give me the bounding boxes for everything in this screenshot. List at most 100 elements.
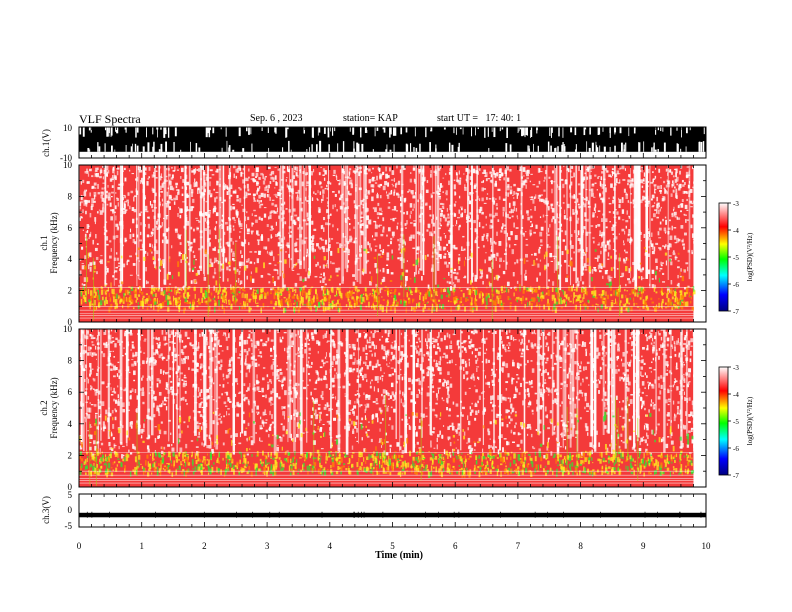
spectrogram-cell	[593, 196, 596, 198]
ch1-waveform-gap	[212, 127, 215, 134]
spectrogram-cell	[308, 352, 311, 355]
spectrogram-cell	[622, 372, 626, 375]
spectrogram-cell	[553, 303, 556, 310]
spectrogram-cell	[348, 239, 352, 243]
spectrogram-cell	[692, 286, 695, 289]
spectrogram-cell	[279, 372, 283, 375]
spectrogram-cell	[513, 197, 515, 199]
spectrogram-cell	[377, 388, 380, 393]
spectrogram-cell	[253, 196, 255, 200]
spectrogram-cell	[550, 260, 553, 262]
spectrogram-cell	[79, 259, 82, 261]
spectrogram-cell	[145, 267, 147, 272]
spectrogram-cell	[89, 434, 93, 440]
spectrogram-cell	[484, 175, 487, 177]
spectrogram-cell	[464, 208, 467, 213]
spectrogram-cell	[333, 169, 336, 174]
spectrogram-cell	[508, 202, 511, 208]
spectrogram-cell	[393, 177, 395, 182]
spectrogram-cell	[239, 263, 242, 266]
spectrogram-cell	[260, 217, 263, 221]
spectrogram-cell	[295, 262, 298, 265]
spectrogram-cell	[387, 175, 390, 179]
spectrogram-cell	[677, 205, 680, 208]
spectrogram-cell	[460, 249, 464, 251]
ch1-waveform-gap	[457, 146, 460, 152]
spectrogram-cell	[385, 306, 388, 313]
spectrogram-cell	[394, 297, 397, 301]
spectrogram-cell	[141, 435, 143, 438]
spectrogram-cell	[452, 448, 454, 454]
spectrogram-cell	[278, 237, 280, 240]
spectrogram-cell	[436, 437, 438, 443]
spectrogram-cell	[188, 294, 191, 297]
spectrogram-cell	[355, 286, 357, 292]
spectrogram-cell	[600, 231, 603, 237]
spectrogram-cell	[608, 283, 611, 288]
spectrogram-cell	[654, 202, 656, 205]
spectrogram-cell	[461, 207, 463, 211]
spectrogram-cell	[173, 295, 175, 302]
spectrogram-cell	[656, 185, 660, 190]
spectrogram-cell	[386, 257, 390, 261]
spectrogram-cell	[110, 248, 112, 252]
spectrogram-cell	[100, 289, 104, 295]
spectrogram-cell	[197, 269, 200, 275]
spectrogram-cell	[439, 246, 442, 251]
spectrogram-cell	[676, 237, 679, 243]
spectrogram-cell	[158, 354, 161, 359]
spectrogram-cell	[269, 196, 271, 201]
spectrogram-cell	[681, 304, 684, 310]
spectrogram-cell	[286, 242, 290, 247]
spectrogram-cell	[198, 298, 200, 302]
ch1-waveform-gap	[526, 127, 529, 136]
spectrogram-cell	[608, 174, 612, 178]
ch1-waveform-gap	[366, 127, 368, 133]
spectrogram-cell	[277, 444, 279, 446]
spectrogram-cell	[263, 207, 267, 209]
spectrogram-cell	[442, 207, 445, 209]
spectrogram-cell	[355, 301, 358, 306]
spectrogram-cell	[81, 246, 84, 250]
spectrogram-cell	[255, 167, 259, 172]
ch1-waveform-gap	[519, 127, 522, 130]
spectrogram-cell	[587, 299, 590, 303]
spectrogram-cell	[563, 165, 565, 168]
spectrogram-cell	[365, 215, 369, 221]
spectrogram-cell	[635, 302, 638, 305]
spectrogram-cell	[200, 363, 203, 369]
spectrogram-cell	[453, 268, 456, 271]
spectrogram-cell	[494, 198, 497, 200]
spectrogram-cell	[485, 197, 488, 200]
spectrogram-cell	[593, 295, 597, 298]
spectrogram-cell	[556, 292, 558, 295]
spectrogram-cell	[474, 403, 478, 408]
spectrogram-cell	[555, 301, 558, 305]
spectrogram-cell	[419, 294, 421, 300]
spectrogram-cell	[474, 274, 478, 278]
spectrogram-cell	[332, 299, 335, 301]
spectrogram-cell	[226, 266, 229, 271]
spectrogram-cell	[286, 184, 289, 188]
spectrogram-cell	[678, 185, 681, 190]
spectrogram-cell	[230, 289, 232, 295]
spectrogram-cell	[516, 280, 519, 284]
spectrogram-cell	[391, 209, 395, 211]
spectrogram-cell	[682, 385, 685, 388]
spectrogram-cell	[423, 301, 426, 303]
spectrogram-cell	[246, 183, 249, 189]
spectrogram-cell	[365, 248, 368, 254]
spectrogram-cell	[480, 269, 483, 274]
spectrogram-cell	[577, 277, 579, 282]
spectrogram-cell	[113, 175, 117, 179]
spectrogram-cell	[495, 301, 497, 307]
spectrogram-cell	[585, 196, 588, 202]
spectrogram-cell	[216, 196, 218, 199]
spectrogram-cell	[683, 292, 687, 297]
spectrogram-cell	[116, 170, 119, 176]
spectrogram-cell	[114, 278, 118, 280]
spectrogram-cell	[196, 219, 199, 222]
spectrogram-cell	[678, 188, 681, 191]
spectrogram-cell	[290, 433, 293, 439]
spectrogram-cell	[309, 365, 311, 369]
